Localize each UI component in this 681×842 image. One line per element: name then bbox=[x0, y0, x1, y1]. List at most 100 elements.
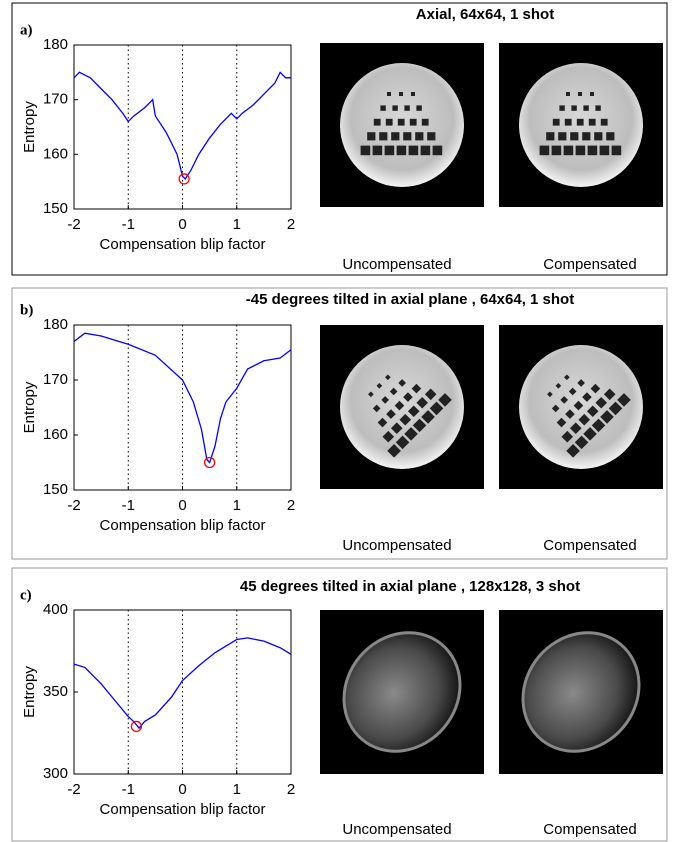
phantom-hole bbox=[555, 382, 562, 389]
phantom-hole bbox=[384, 145, 395, 156]
image-caption: Compensated bbox=[543, 256, 636, 273]
phantom-hole bbox=[574, 435, 589, 450]
phantom-hole bbox=[407, 405, 420, 418]
x-tick-label: 1 bbox=[233, 497, 241, 514]
phantom-hole bbox=[421, 118, 429, 126]
phantom-hole bbox=[360, 145, 371, 156]
phantom-hole bbox=[403, 392, 413, 402]
panel: c) 45 degrees tilted in axial plane , 128… bbox=[11, 567, 668, 842]
phantom-hole bbox=[416, 396, 429, 409]
y-tick-label: 350 bbox=[43, 683, 68, 700]
x-tick-label: 2 bbox=[287, 497, 295, 514]
x-tick-label: 0 bbox=[178, 497, 186, 514]
phantom-hole bbox=[539, 145, 550, 156]
phantom-hole bbox=[558, 132, 567, 141]
x-tick-label: -2 bbox=[67, 216, 80, 233]
phantom-hole bbox=[551, 145, 562, 156]
phantom-hole bbox=[416, 105, 422, 111]
phantom-hole bbox=[376, 382, 383, 389]
phantom-hole bbox=[569, 422, 582, 435]
phantom-hole bbox=[390, 422, 403, 435]
phantom-hole bbox=[595, 396, 608, 409]
image-caption: Compensated bbox=[543, 821, 636, 838]
phantom-hole bbox=[415, 132, 424, 141]
phantom-hole bbox=[424, 388, 437, 401]
phantom-hole bbox=[372, 145, 383, 156]
phantom-hole bbox=[559, 105, 565, 111]
phantom-hole bbox=[595, 105, 601, 111]
x-axis-label: Compensation blip factor bbox=[100, 236, 266, 253]
phantom-hole bbox=[373, 118, 381, 126]
phantom-hole bbox=[404, 105, 410, 111]
phantom-hole bbox=[377, 417, 388, 428]
phantom-hole bbox=[385, 118, 393, 126]
panel-label: c) bbox=[20, 587, 32, 603]
x-tick-label: 0 bbox=[178, 781, 186, 798]
phantom-hole bbox=[600, 118, 608, 126]
x-tick-label: -1 bbox=[122, 216, 135, 233]
minimum-marker bbox=[130, 720, 143, 733]
phantom-hole bbox=[389, 387, 398, 396]
phantom-hole bbox=[372, 404, 381, 413]
data-line bbox=[73, 71, 291, 180]
phantom-hole bbox=[367, 132, 376, 141]
image-caption: Uncompensated bbox=[342, 256, 451, 273]
phantom-hole bbox=[552, 118, 560, 126]
phantom-hole bbox=[391, 132, 400, 141]
phantom-hole bbox=[578, 92, 582, 96]
y-tick-label: 150 bbox=[43, 481, 68, 498]
phantom-hole bbox=[603, 388, 616, 401]
phantom-hole bbox=[403, 132, 412, 141]
phantom-hole bbox=[570, 132, 579, 141]
phantom-hole bbox=[411, 92, 415, 96]
phantom-hole bbox=[547, 391, 553, 398]
phantom-hole bbox=[396, 145, 407, 156]
phantom-hole bbox=[409, 118, 417, 126]
phantom-hole bbox=[575, 145, 586, 156]
phantom-hole bbox=[385, 374, 391, 381]
minimum-marker bbox=[178, 173, 190, 185]
phantom-hole bbox=[564, 118, 572, 126]
phantom-hole bbox=[382, 430, 395, 443]
x-tick-label: 2 bbox=[287, 781, 295, 798]
phantom-hole bbox=[438, 393, 452, 407]
phantom-hole bbox=[590, 92, 594, 96]
phantom-hole bbox=[583, 105, 589, 111]
phantom-hole bbox=[387, 444, 401, 458]
phantom-hole bbox=[563, 145, 574, 156]
phantom-hole bbox=[577, 379, 585, 387]
phantom-hole bbox=[394, 400, 405, 411]
x-axis-label: Compensation blip factor bbox=[100, 517, 266, 534]
phantom-hole bbox=[578, 413, 591, 426]
phantom-hole bbox=[368, 391, 374, 398]
y-tick-label: 160 bbox=[43, 426, 68, 443]
panel-label: a) bbox=[20, 22, 33, 38]
phantom-hole bbox=[564, 374, 570, 381]
panel-title: -45 degrees tilted in axial plane , 64x6… bbox=[246, 291, 574, 308]
phantom-hole bbox=[571, 105, 577, 111]
panel-label: b) bbox=[20, 302, 33, 318]
y-tick-label: 400 bbox=[43, 601, 68, 618]
phantom-hole bbox=[576, 118, 584, 126]
phantom-hole bbox=[594, 132, 603, 141]
phantom-hole bbox=[404, 427, 418, 441]
phantom-hole bbox=[427, 132, 436, 141]
phantom-hole bbox=[379, 132, 388, 141]
image-caption: Uncompensated bbox=[342, 821, 451, 838]
x-tick-label: 0 bbox=[178, 216, 186, 233]
phantom-hole bbox=[432, 145, 443, 156]
phantom-hole bbox=[617, 393, 631, 407]
panel: b) -45 degrees tilted in axial plane , 64… bbox=[11, 287, 668, 560]
phantom-hole bbox=[420, 145, 431, 156]
phantom-hole bbox=[556, 417, 567, 428]
phantom-hole bbox=[590, 383, 601, 394]
image-caption: Uncompensated bbox=[342, 537, 451, 554]
panel-title: Axial, 64x64, 1 shot bbox=[416, 6, 554, 23]
phantom-hole bbox=[611, 145, 622, 156]
x-tick-label: -2 bbox=[67, 497, 80, 514]
phantom-hole bbox=[586, 405, 599, 418]
phantom-hole bbox=[392, 105, 398, 111]
phantom-hole bbox=[380, 105, 386, 111]
x-tick-label: -1 bbox=[122, 781, 135, 798]
